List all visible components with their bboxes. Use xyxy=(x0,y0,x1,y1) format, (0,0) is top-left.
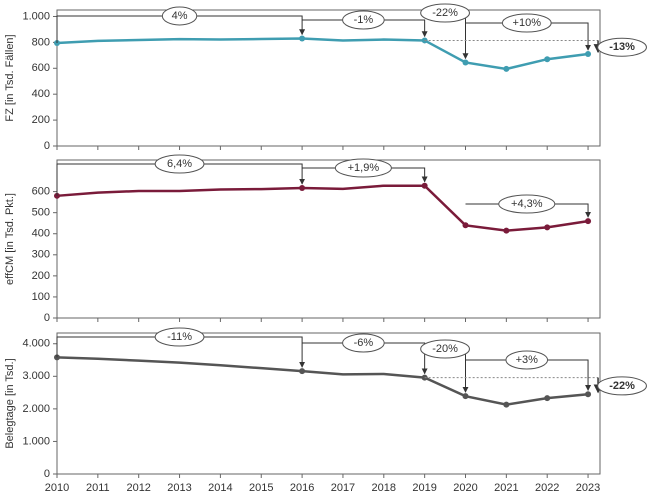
annotation-label: -11% xyxy=(167,331,192,343)
y-tick-label: 2.000 xyxy=(22,403,50,415)
annotation-bubble xyxy=(498,194,556,214)
annotation-label: -6% xyxy=(354,337,374,349)
y-tick-label: 1.000 xyxy=(22,10,50,22)
data-line xyxy=(56,356,589,406)
x-tick-label: 2022 xyxy=(535,482,559,493)
panel-frame xyxy=(56,332,601,475)
data-point xyxy=(462,59,469,66)
annotation-bubble xyxy=(420,339,470,359)
annotation-label: -22% xyxy=(609,380,635,392)
y-tick-label: 100 xyxy=(32,291,50,303)
annotation-bubble xyxy=(501,13,552,33)
y-axis-label: Belegtage [in Tsd.] xyxy=(4,358,16,448)
y-axis-label: effCM [in Tsd. Pkt.] xyxy=(4,193,16,285)
y-tick-label: 500 xyxy=(32,207,50,219)
annotation-bubble xyxy=(342,10,385,30)
annotation-bubble xyxy=(597,37,647,57)
data-point xyxy=(462,393,469,400)
data-point xyxy=(421,182,428,189)
x-tick-label: 2014 xyxy=(208,482,232,493)
x-tick-label: 2020 xyxy=(453,482,477,493)
data-point xyxy=(585,391,592,398)
annotation-label: -20% xyxy=(432,343,458,355)
x-tick-label: 2023 xyxy=(576,482,600,493)
annotation-bubble xyxy=(154,327,205,347)
x-tick-label: 2019 xyxy=(412,482,436,493)
data-point xyxy=(585,51,592,58)
y-tick-label: 400 xyxy=(32,88,50,100)
x-tick-label: 2011 xyxy=(86,482,110,493)
y-tick-label: 300 xyxy=(32,249,50,261)
annotation-label: +4,3% xyxy=(511,198,543,210)
x-tick-label: 2017 xyxy=(331,482,355,493)
annotation-label: +1,9% xyxy=(348,162,380,174)
y-tick-label: 0 xyxy=(44,312,50,324)
y-tick-label: 200 xyxy=(32,114,50,126)
data-point xyxy=(462,222,469,229)
annotation-label: +3% xyxy=(516,354,539,366)
annotation-bubble xyxy=(154,154,205,174)
y-tick-label: 200 xyxy=(32,270,50,282)
x-tick-label: 2012 xyxy=(126,482,150,493)
y-tick-label: 0 xyxy=(44,140,50,152)
x-tick-label: 2021 xyxy=(494,482,518,493)
data-point xyxy=(544,56,551,63)
y-tick-label: 1.000 xyxy=(22,435,50,447)
annotation-label: 4% xyxy=(172,10,188,22)
data-line xyxy=(56,37,589,71)
data-point xyxy=(503,401,510,408)
panel-frame xyxy=(56,159,601,319)
data-point xyxy=(299,185,306,192)
data-point xyxy=(544,395,551,402)
annotation-label: -13% xyxy=(609,41,635,53)
annotation-bubble xyxy=(597,376,647,396)
data-point xyxy=(544,224,551,231)
x-tick-label: 2010 xyxy=(45,482,69,493)
x-tick-label: 2015 xyxy=(249,482,273,493)
y-tick-label: 3.000 xyxy=(22,370,50,382)
annotation-label: +10% xyxy=(513,17,542,29)
annotation-bubble xyxy=(505,350,549,370)
annotation-label: -1% xyxy=(354,14,374,26)
x-tick-label: 2013 xyxy=(167,482,191,493)
panel-frame xyxy=(56,9,601,147)
data-point xyxy=(299,368,306,375)
data-point xyxy=(299,35,306,42)
y-tick-label: 0 xyxy=(44,468,50,480)
y-tick-label: 400 xyxy=(32,228,50,240)
annotation-bubble xyxy=(161,6,198,26)
data-point xyxy=(503,227,510,234)
y-axis-label: FZ [in Tsd. Fällen] xyxy=(4,34,16,121)
x-tick-label: 2018 xyxy=(372,482,396,493)
y-tick-label: 600 xyxy=(32,62,50,74)
annotation-label: -22% xyxy=(432,7,458,19)
x-tick-label: 2016 xyxy=(290,482,314,493)
annotation-bubble xyxy=(342,333,385,353)
data-point xyxy=(585,218,592,225)
data-point xyxy=(503,65,510,72)
y-tick-label: 600 xyxy=(32,186,50,198)
annotation-label: 6,4% xyxy=(167,158,192,170)
annotation-bubble xyxy=(420,3,470,23)
data-line xyxy=(56,184,589,232)
y-tick-label: 800 xyxy=(32,36,50,48)
y-tick-label: 4.000 xyxy=(22,338,50,350)
annotation-bubble xyxy=(334,158,392,178)
